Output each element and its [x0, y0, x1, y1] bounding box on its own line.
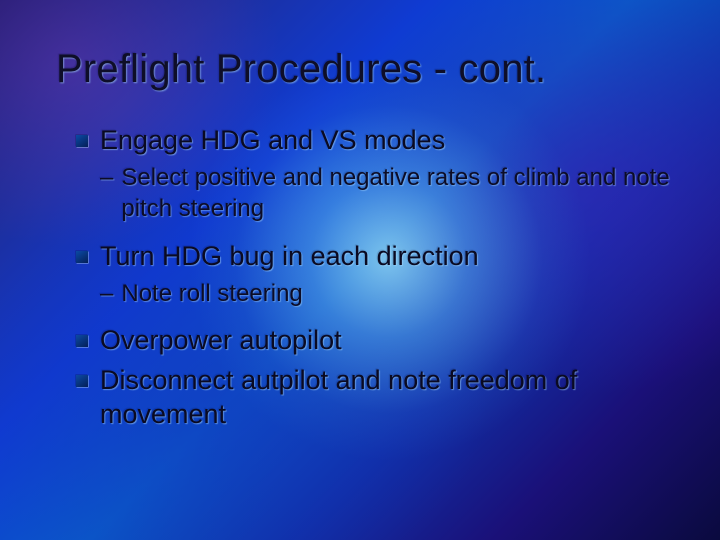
- slide-title: Preflight Procedures - cont.: [56, 48, 678, 91]
- bullet-text: Disconnect autpilot and note freedom of …: [100, 363, 678, 431]
- bullet-level1: Engage HDG and VS modes: [76, 123, 678, 157]
- dash-bullet-icon: –: [100, 279, 113, 310]
- bullet-level2: – Note roll steering: [100, 279, 678, 310]
- square-bullet-icon: [76, 335, 88, 347]
- slide-body: Engage HDG and VS modes – Select positiv…: [76, 123, 678, 431]
- bullet-text: Overpower autopilot: [100, 323, 678, 357]
- bullet-text: Engage HDG and VS modes: [100, 123, 678, 157]
- slide: Preflight Procedures - cont. Engage HDG …: [0, 0, 720, 540]
- subbullet-text: Note roll steering: [121, 279, 678, 310]
- bullet-level1: Turn HDG bug in each direction: [76, 239, 678, 273]
- dash-bullet-icon: –: [100, 163, 113, 194]
- square-bullet-icon: [76, 251, 88, 263]
- square-bullet-icon: [76, 375, 88, 387]
- bullet-level1: Disconnect autpilot and note freedom of …: [76, 363, 678, 431]
- bullet-level1: Overpower autopilot: [76, 323, 678, 357]
- subbullet-text: Select positive and negative rates of cl…: [121, 163, 678, 224]
- square-bullet-icon: [76, 135, 88, 147]
- bullet-text: Turn HDG bug in each direction: [100, 239, 678, 273]
- bullet-level2: – Select positive and negative rates of …: [100, 163, 678, 224]
